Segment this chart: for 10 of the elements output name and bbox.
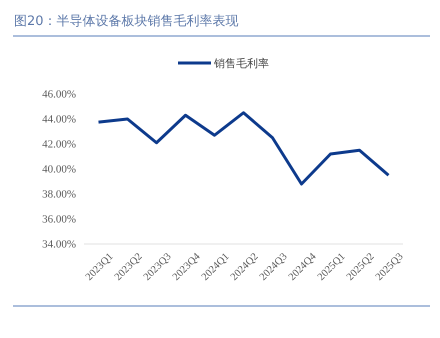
line-series [97, 111, 390, 186]
y-tick-label: 36.00% [42, 214, 76, 226]
y-tick-label: 38.00% [42, 188, 76, 201]
y-tick-label: 46.00% [42, 88, 76, 101]
y-tick-label: 40.00% [42, 164, 76, 176]
y-tick-label: 44.00% [42, 114, 76, 126]
y-tick-label: 42.00% [42, 138, 76, 151]
chart-title: 图20：半导体设备板块销售毛利率表现 [14, 13, 239, 29]
y-tick-label: 34.00% [42, 238, 76, 251]
legend-label: 销售毛利率 [213, 57, 269, 70]
